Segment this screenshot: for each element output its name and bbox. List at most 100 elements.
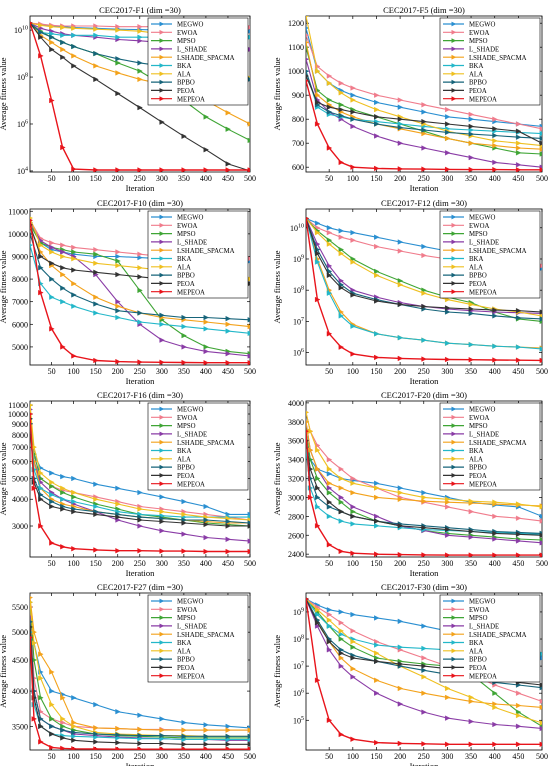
series-point-l_shade [137,523,143,529]
series-point-mepeoa [71,746,77,750]
legend-swatch-marker [451,29,457,35]
y-tick-label: 2400 [288,550,304,559]
series-point-bpbo [421,127,427,133]
x-tick-label: 500 [536,174,548,183]
series-point-ewoa [137,23,143,30]
legend-swatch-marker [159,231,165,236]
series-point-mpso [60,723,66,730]
series-point-mepeoa [60,344,66,350]
series-point-peoa [93,511,99,518]
series-point-megwo [445,114,451,120]
series-point-ala [445,685,451,692]
series-point-peoa [49,731,55,737]
series-point-mepeoa [115,548,121,554]
legend-swatch-marker [451,423,457,428]
x-tick-label: 50 [48,174,56,183]
series-point-l_shade [326,485,333,491]
x-axis-label: Iteration [126,376,156,386]
legend-label-bka: BKA [177,256,191,263]
series-point-ala [468,301,475,308]
legend-label-ewoa: EWOA [469,30,489,37]
series-point-bpbo [314,494,321,501]
series-point-megwo [421,489,427,496]
series-point-l_shade [115,298,121,305]
series-point-ewoa [492,116,498,122]
y-tick-label: 109 [293,254,304,264]
legend-label-lshade_spacma: LSHADE_SPACMA [469,632,527,639]
legend-label-ala: ALA [469,264,483,271]
series-point-lshade_spacma [225,110,232,116]
chart-panel-4: 50 100 150 200 250 300 350 400 450 500 106 107 108 10… [272,198,548,386]
series-point-lshade_spacma [203,319,209,325]
series-point-l_shade [338,278,345,284]
series-point-peoa [159,740,165,747]
series-point-bpbo [225,518,232,525]
series-point-ala [115,262,121,269]
series-point-mepeoa [306,597,310,601]
series-point-ewoa [539,698,542,705]
series-point-ewoa [338,619,345,626]
series-point-mepeoa [306,216,310,220]
legend-swatch-marker [159,54,165,60]
series-point-peoa [71,63,77,69]
series-point-mepeoa [93,167,99,172]
series-point-bka [326,290,333,296]
series-point-bpbo [71,43,77,50]
series-point-ala [539,720,542,726]
series-point-mepeoa [60,544,66,550]
series-point-mepeoa [515,167,522,172]
series-point-megwo [350,229,356,236]
legend-swatch-marker [451,648,457,654]
x-tick-label: 100 [347,367,359,376]
series-point-ala [421,674,427,680]
series-point-mpso [49,716,55,722]
x-tick-label: 500 [244,174,256,183]
series-point-mepeoa [515,357,522,363]
series-line-mepeoa [30,413,250,553]
series-group [306,16,542,172]
series-point-lshade_spacma [93,294,99,300]
series-point-mepeoa [397,355,404,362]
series-point-ala [314,68,321,74]
legend-swatch-marker [451,615,457,620]
legend-label-peoa: PEOA [177,281,195,288]
series-point-ala [71,723,77,730]
series-point-mpso [71,494,77,500]
y-tick-label: 8000 [12,431,28,440]
series-point-l_shade [468,534,475,540]
legend-label-peoa: PEOA [469,665,487,672]
series-point-mepeoa [374,354,380,361]
series-point-lshade_spacma [93,725,99,731]
series-point-ewoa [350,237,356,243]
x-tick-label: 200 [112,367,124,376]
series-point-bka [314,611,321,618]
legend-swatch-marker [451,414,457,420]
y-tick-label: 3400 [288,456,304,465]
legend-swatch-marker [159,63,165,68]
series-point-bka [338,313,345,319]
chart-title: CEC2017-F20 (dim =30) [381,390,467,400]
series-point-bpbo [203,517,209,523]
legend-swatch-marker [159,464,165,470]
series-point-bka [30,243,34,247]
series-point-mepeoa [397,551,404,557]
legend-label-bka: BKA [469,256,483,263]
series-point-megwo [115,253,121,260]
series-point-lshade_spacma [515,145,522,151]
series-line-megwo [30,621,250,729]
legend-label-mpso: MPSO [469,231,488,238]
series-point-bka [338,518,345,524]
series-point-peoa [539,309,542,315]
series-point-ewoa [338,466,345,472]
legend-swatch-marker [451,239,457,245]
series-point-ala [30,600,34,604]
series-point-l_shade [492,159,498,166]
series-point-mepeoa [93,746,99,750]
legend-swatch-marker [451,631,457,637]
series-point-peoa [314,619,321,626]
series-point-lshade_spacma [421,498,427,504]
series-point-mepeoa [38,739,44,745]
series-point-mepeoa [137,746,143,750]
